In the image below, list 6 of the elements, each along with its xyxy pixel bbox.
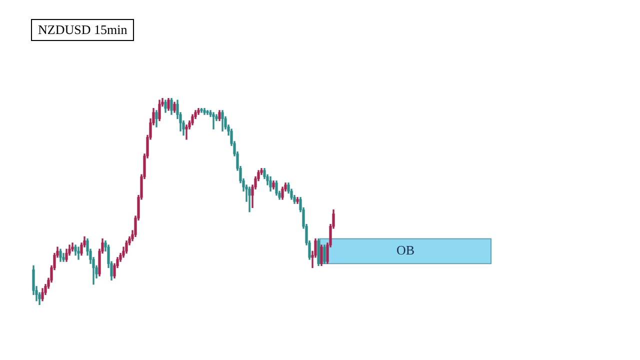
- candlestick: [185, 124, 188, 140]
- chart-title: NZDUSD 15min: [31, 19, 134, 41]
- candlestick: [248, 186, 251, 212]
- band-label: OB: [396, 242, 415, 258]
- candlestick: [212, 112, 215, 130]
- candlestick: [77, 246, 80, 260]
